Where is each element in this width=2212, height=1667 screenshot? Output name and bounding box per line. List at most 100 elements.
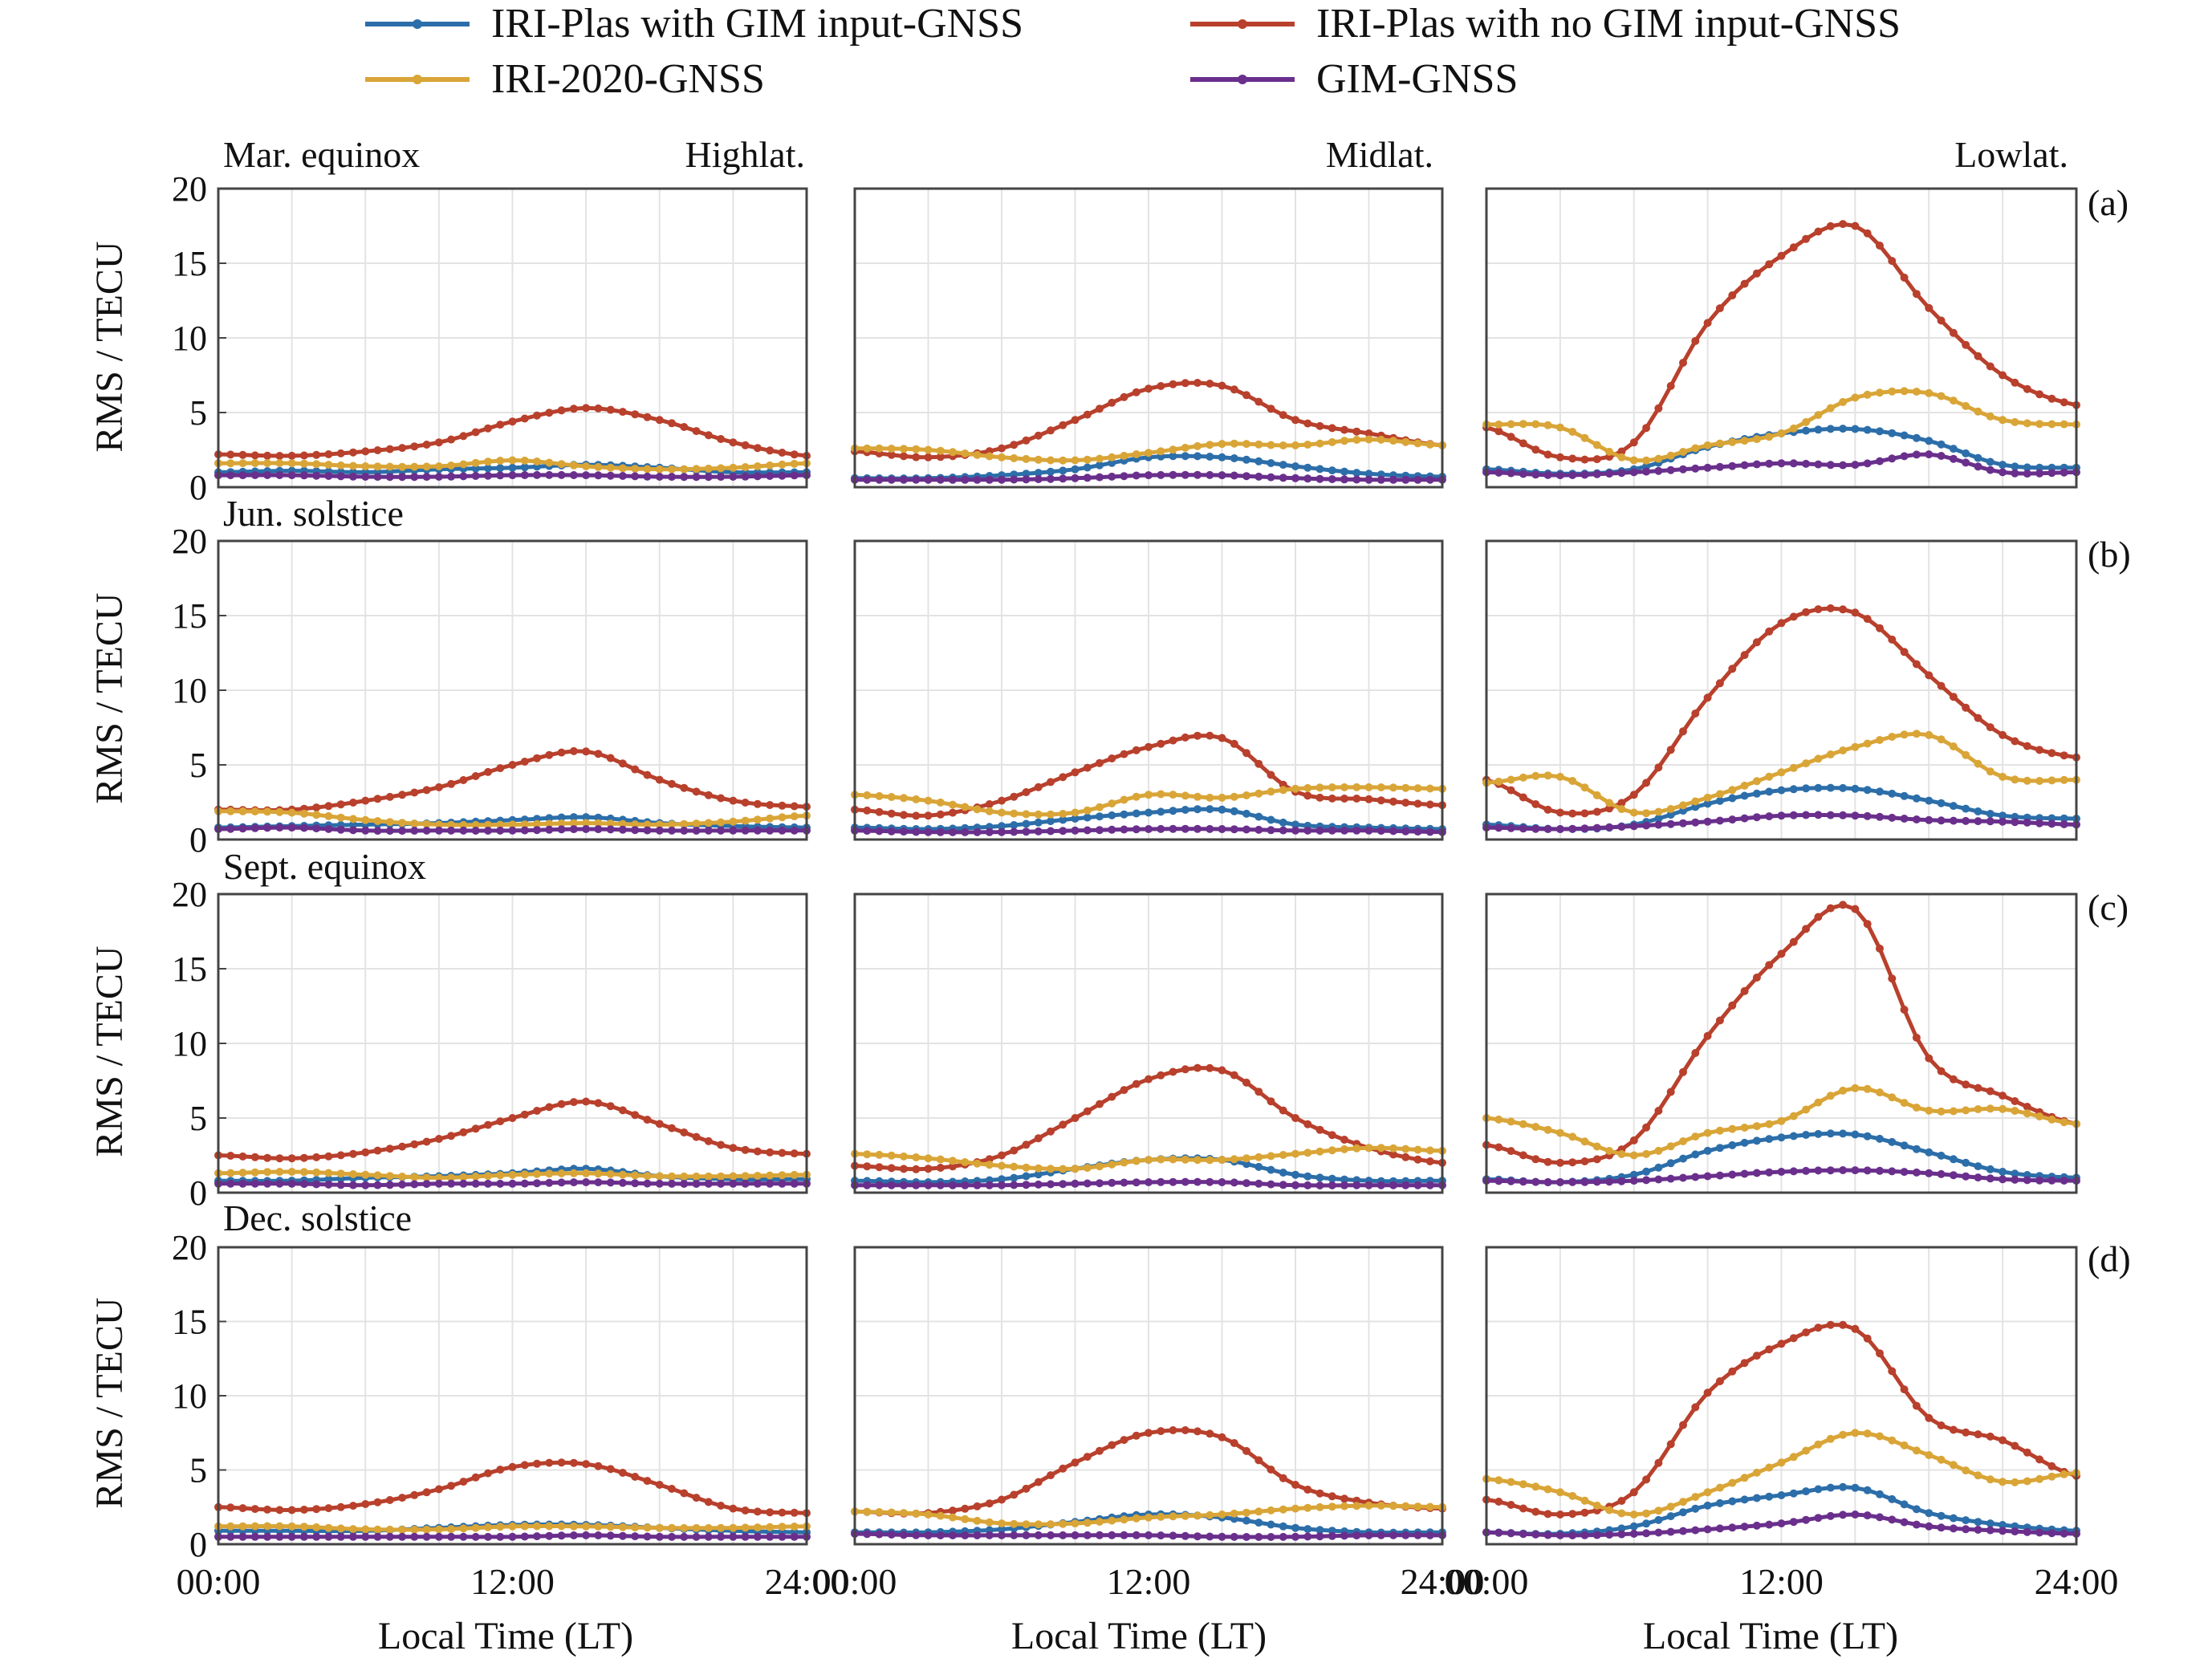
data-point (1839, 783, 1848, 792)
data-point (1108, 398, 1116, 407)
data-point (973, 450, 982, 459)
legend-label: IRI-2020-GNSS (491, 56, 765, 102)
data-point (1328, 437, 1336, 446)
data-point (1193, 1532, 1202, 1541)
data-point (1230, 1178, 1238, 1187)
data-point (336, 813, 345, 822)
data-point (1507, 433, 1515, 441)
data-point (1157, 824, 1165, 833)
data-point (1605, 1531, 1614, 1539)
data-point (1605, 1177, 1614, 1186)
data-point (263, 807, 272, 816)
data-point (790, 1532, 799, 1541)
data-point (1605, 470, 1614, 478)
data-point (1568, 1510, 1577, 1519)
legend-label: IRI-Plas with no GIM input-GNSS (1316, 1, 1901, 47)
data-point (1555, 423, 1564, 432)
data-point (385, 1532, 394, 1541)
data-point (692, 465, 701, 474)
data-point (287, 823, 296, 832)
data-point (385, 1145, 394, 1153)
data-point (275, 471, 284, 479)
data-point (1863, 1486, 1872, 1494)
data-point (1108, 453, 1116, 461)
data-point (790, 1170, 799, 1179)
data-point (520, 1110, 529, 1119)
data-point (496, 471, 505, 480)
data-point (520, 1170, 529, 1179)
data-point (668, 1485, 676, 1493)
data-point (1629, 1530, 1638, 1538)
data-point (1703, 319, 1712, 327)
data-point (692, 827, 701, 835)
data-point (398, 827, 407, 836)
data-point (1010, 1519, 1019, 1528)
data-point (1765, 433, 1774, 441)
data-point (1814, 811, 1823, 819)
data-point (1145, 384, 1153, 393)
data-point (1580, 433, 1589, 442)
data-point (1096, 1446, 1104, 1455)
data-point (1654, 763, 1663, 772)
data-point (1789, 1334, 1798, 1343)
data-point (1666, 1142, 1675, 1151)
data-point (373, 473, 382, 482)
legend-item-no-gim-input: IRI-Plas with no GIM input-GNSS (1190, 1, 1901, 47)
data-point (1145, 825, 1153, 833)
data-point (1999, 1521, 2007, 1529)
data-point (1777, 949, 1786, 958)
data-point (1863, 1166, 1872, 1175)
data-point (324, 1180, 333, 1189)
data-point (1851, 1429, 1860, 1437)
data-point (1218, 1156, 1226, 1165)
data-point (717, 1172, 726, 1181)
data-point (1389, 1181, 1397, 1189)
data-point (1851, 393, 1860, 402)
data-point (1949, 1075, 1958, 1084)
data-point (569, 746, 578, 755)
data-point (287, 1506, 296, 1515)
data-point (520, 1461, 529, 1470)
data-point (1986, 1526, 1994, 1535)
data-point (2023, 1109, 2031, 1118)
data-point (1642, 821, 1651, 830)
data-point (692, 787, 701, 796)
data-point (398, 462, 407, 471)
data-point (385, 1525, 394, 1534)
data-point (1888, 1167, 1897, 1176)
data-point (1728, 1001, 1737, 1010)
data-point (1925, 815, 1933, 824)
data-point (263, 471, 272, 479)
data-point (2011, 1175, 2019, 1184)
data-point (887, 809, 896, 818)
data-point (606, 819, 615, 828)
data-point (1851, 1510, 1860, 1519)
data-point (1401, 1145, 1410, 1153)
data-point (1937, 1151, 1946, 1160)
data-point (766, 1532, 775, 1541)
data-point (936, 1155, 945, 1164)
data-point (349, 1532, 357, 1541)
data-point (1132, 471, 1141, 480)
data-point (1034, 1164, 1043, 1173)
data-point (385, 1172, 394, 1181)
data-point (2011, 818, 2019, 827)
data-point (618, 464, 627, 473)
data-point (1580, 783, 1589, 792)
data-point (778, 1149, 787, 1157)
data-point (385, 473, 394, 482)
data-point (1986, 767, 1994, 776)
data-point (1145, 1429, 1153, 1437)
data-point (1555, 1510, 1564, 1519)
data-point (1132, 450, 1141, 458)
data-point (1703, 441, 1712, 449)
data-point (1181, 824, 1189, 833)
data-point (1728, 437, 1737, 446)
data-point (936, 453, 945, 461)
data-point (1083, 806, 1092, 815)
data-point (863, 475, 872, 484)
data-point (1912, 1446, 1921, 1455)
data-point (1789, 1167, 1798, 1176)
data-point (1974, 462, 1982, 471)
